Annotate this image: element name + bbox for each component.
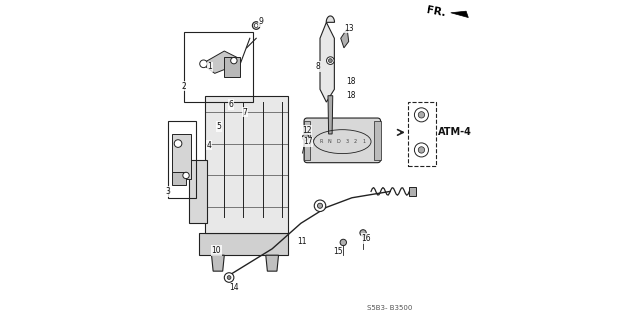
- Text: FR.: FR.: [426, 5, 447, 19]
- Circle shape: [227, 276, 231, 279]
- Text: 6: 6: [229, 100, 234, 109]
- Polygon shape: [205, 96, 288, 233]
- Polygon shape: [266, 255, 278, 271]
- Polygon shape: [172, 172, 186, 185]
- Text: 16: 16: [362, 234, 371, 243]
- Polygon shape: [451, 11, 468, 18]
- Circle shape: [254, 24, 258, 27]
- Polygon shape: [326, 16, 335, 22]
- Circle shape: [419, 147, 424, 153]
- Circle shape: [183, 172, 189, 179]
- Circle shape: [314, 200, 326, 211]
- Circle shape: [340, 239, 346, 246]
- Text: 3: 3: [345, 139, 348, 145]
- Polygon shape: [172, 134, 191, 179]
- Circle shape: [303, 134, 309, 140]
- FancyBboxPatch shape: [304, 118, 381, 163]
- Circle shape: [200, 60, 207, 68]
- Polygon shape: [410, 187, 416, 196]
- Circle shape: [328, 59, 332, 63]
- Text: 11: 11: [297, 237, 307, 246]
- Polygon shape: [199, 233, 288, 255]
- Polygon shape: [374, 121, 381, 160]
- Text: 8: 8: [315, 62, 320, 71]
- Text: P: P: [311, 139, 314, 145]
- Text: 15: 15: [333, 247, 342, 256]
- Polygon shape: [189, 160, 207, 223]
- Circle shape: [230, 57, 237, 64]
- Text: 3: 3: [165, 187, 170, 196]
- Circle shape: [360, 230, 366, 236]
- Text: 14: 14: [230, 283, 239, 292]
- Polygon shape: [224, 57, 240, 77]
- Circle shape: [317, 203, 323, 208]
- Text: 10: 10: [211, 246, 221, 255]
- Polygon shape: [340, 29, 349, 48]
- Text: 7: 7: [243, 108, 248, 117]
- Text: S5B3- B3500: S5B3- B3500: [367, 305, 413, 311]
- Circle shape: [415, 143, 428, 157]
- Polygon shape: [320, 22, 334, 102]
- Text: 12: 12: [302, 126, 311, 135]
- Text: 17: 17: [303, 137, 313, 146]
- FancyBboxPatch shape: [408, 102, 436, 166]
- Text: 9: 9: [259, 17, 264, 26]
- Text: 2: 2: [354, 139, 357, 145]
- Polygon shape: [212, 255, 224, 271]
- Circle shape: [174, 140, 182, 147]
- Circle shape: [252, 22, 260, 29]
- Text: ATM-4: ATM-4: [438, 127, 472, 137]
- Text: N: N: [328, 139, 332, 145]
- Circle shape: [326, 57, 334, 64]
- Text: 1: 1: [362, 139, 365, 145]
- Text: 4: 4: [207, 141, 212, 150]
- Text: 18: 18: [346, 78, 356, 86]
- Text: 5: 5: [216, 122, 221, 131]
- Circle shape: [224, 273, 234, 282]
- Polygon shape: [328, 96, 333, 134]
- Polygon shape: [304, 121, 310, 160]
- Text: 18: 18: [346, 91, 356, 100]
- Polygon shape: [202, 51, 237, 73]
- Text: 13: 13: [344, 24, 354, 33]
- Circle shape: [415, 108, 428, 122]
- Circle shape: [419, 112, 424, 118]
- Text: R: R: [319, 139, 323, 145]
- Text: D: D: [336, 139, 340, 145]
- Text: 2: 2: [181, 82, 186, 91]
- Text: 1: 1: [207, 63, 212, 71]
